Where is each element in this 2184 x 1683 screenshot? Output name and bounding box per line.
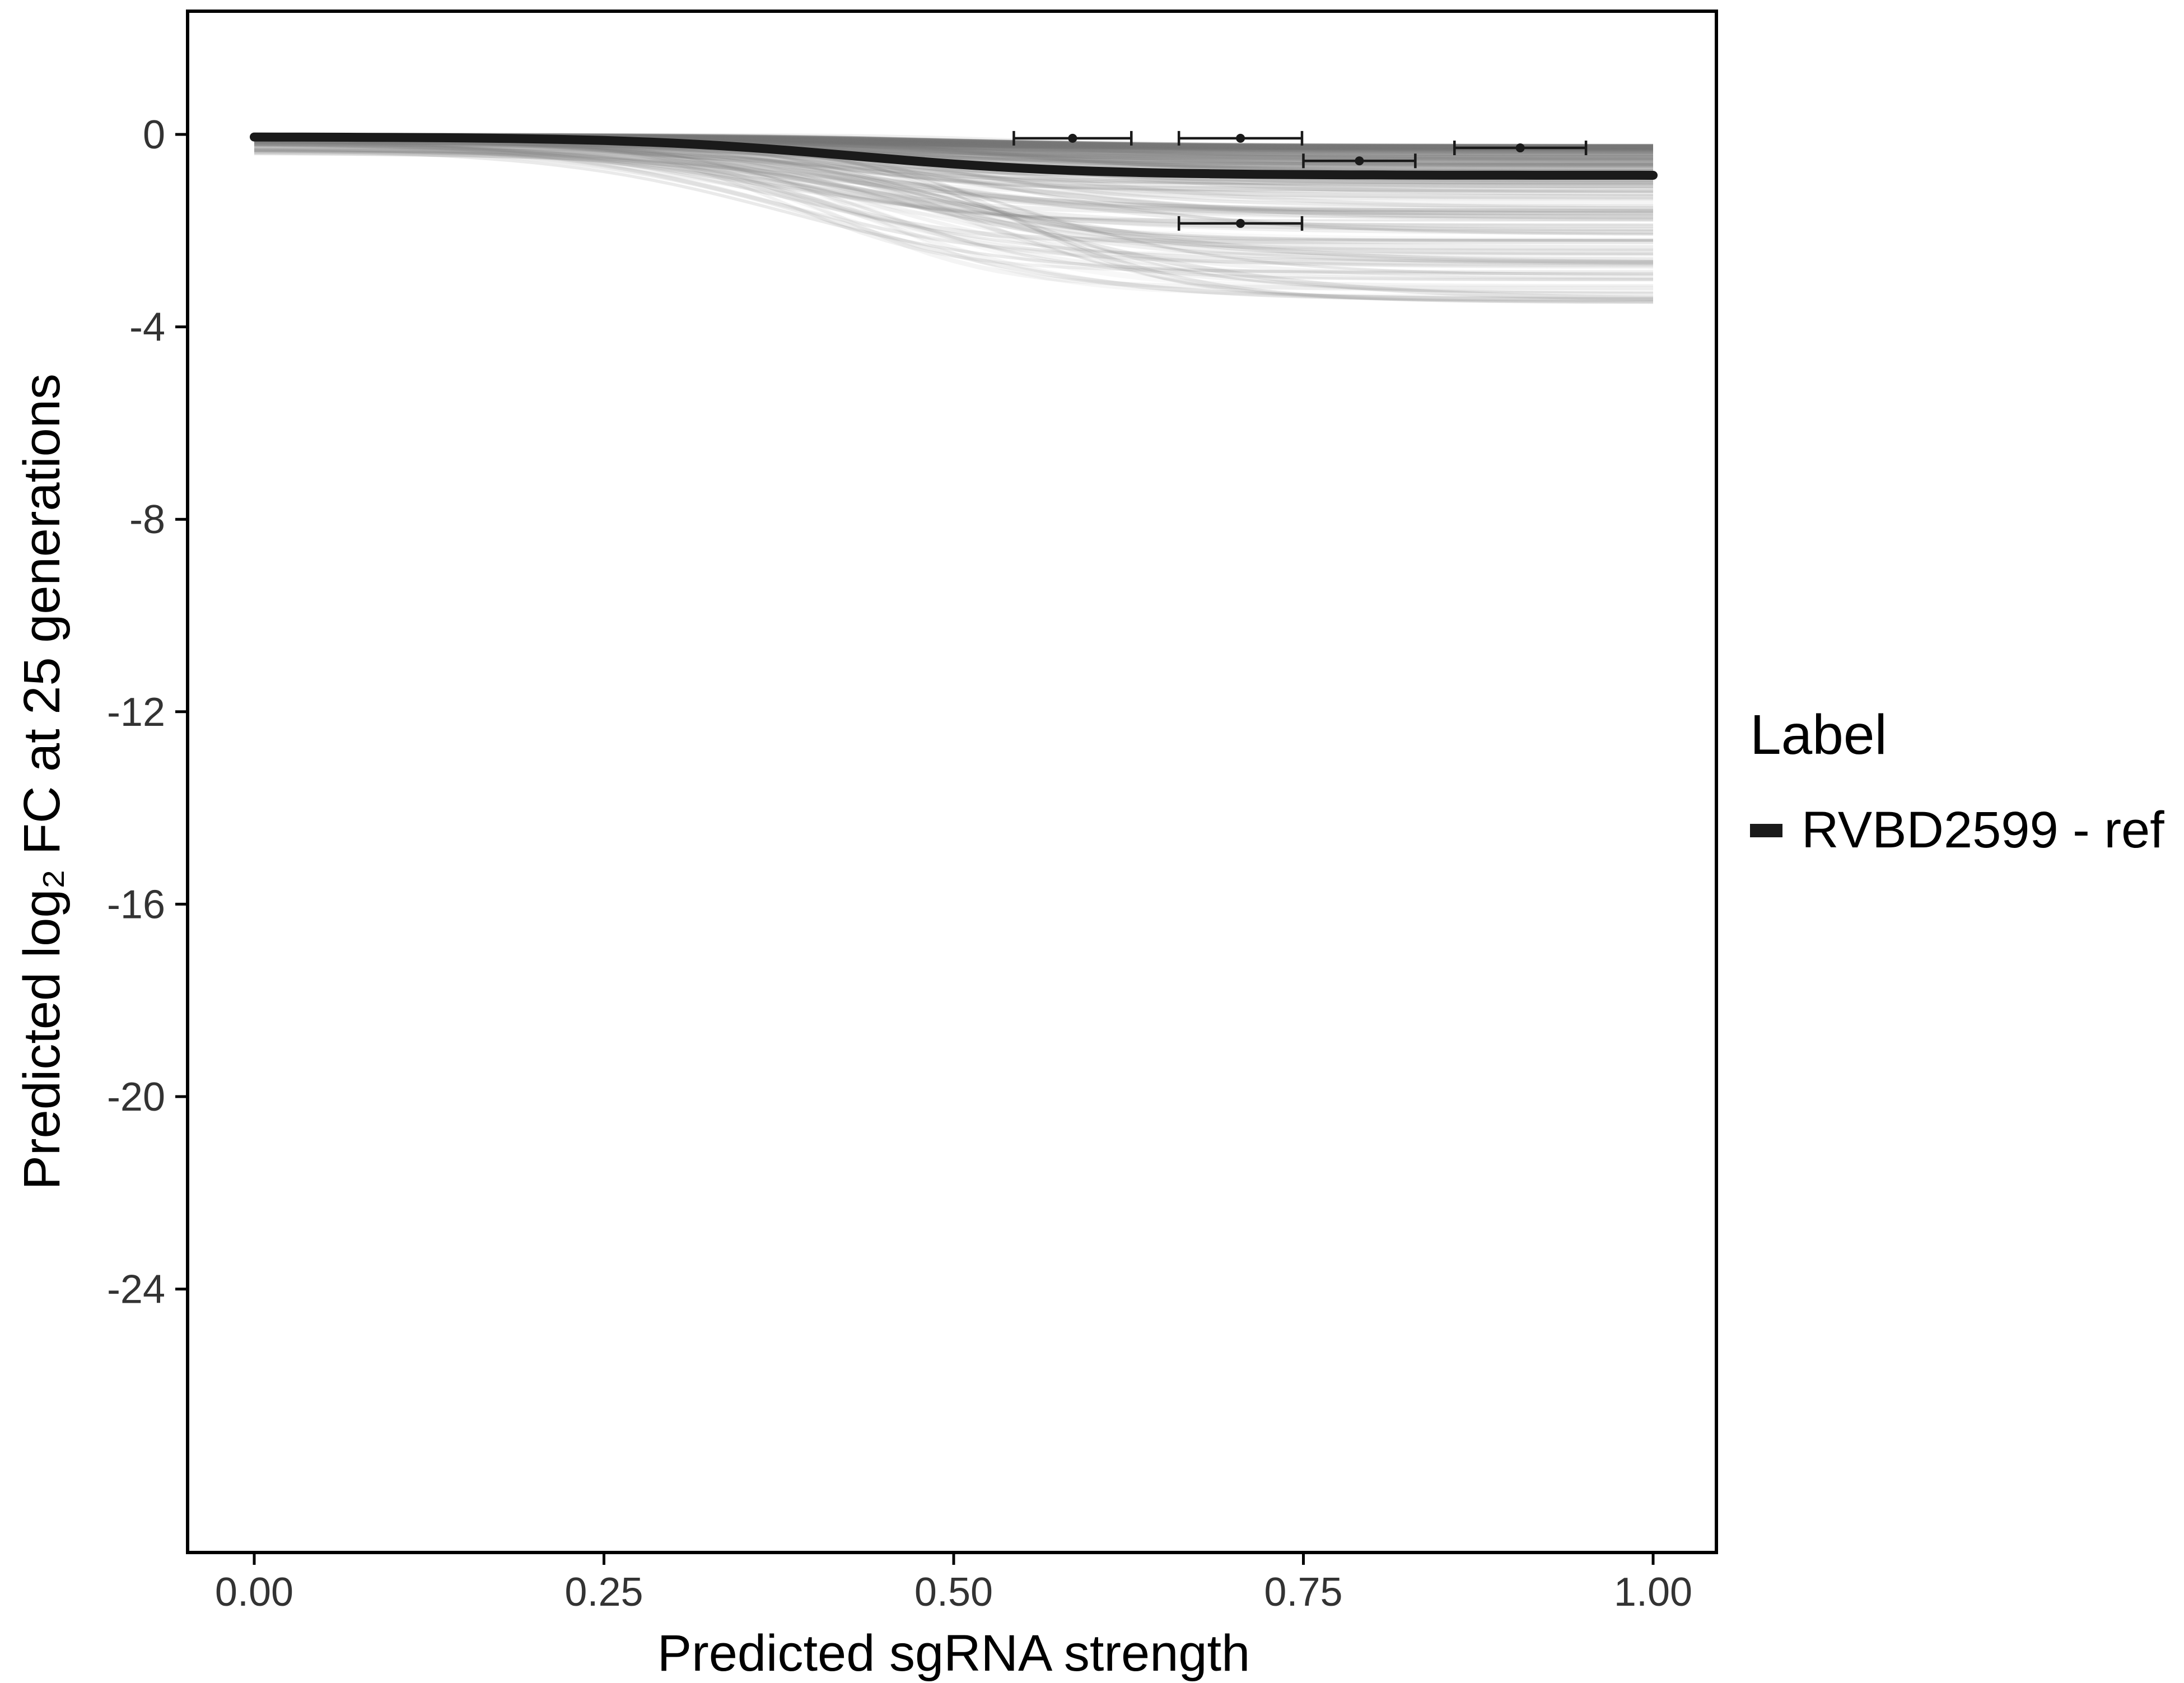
point-with-error-bar bbox=[1453, 141, 1588, 156]
point-with-error-bar bbox=[1012, 130, 1133, 146]
x-tick-label: 1.00 bbox=[1614, 1570, 1692, 1615]
y-axis-title: Predicted log₂ FC at 25 generations bbox=[13, 374, 71, 1190]
background-curve bbox=[254, 141, 1654, 241]
background-curve bbox=[254, 143, 1653, 208]
background-curve bbox=[254, 147, 1653, 282]
y-axis-title-wrap: Predicted log₂ FC at 25 generations bbox=[0, 11, 84, 1553]
background-curve bbox=[254, 143, 1654, 294]
data-point bbox=[1236, 218, 1245, 228]
background-curve bbox=[254, 139, 1653, 211]
background-curve bbox=[254, 142, 1654, 266]
background-curve bbox=[254, 138, 1654, 235]
background-curve bbox=[254, 137, 1653, 293]
legend-entry: RVBD2599 - ref bbox=[1750, 801, 2176, 860]
background-curve bbox=[254, 150, 1654, 235]
background-curve bbox=[254, 147, 1654, 255]
background-curve bbox=[254, 147, 1654, 257]
background-curve bbox=[254, 147, 1654, 220]
y-axis: 0 -4 -8 -12 -16 -20 -24 bbox=[107, 113, 188, 1312]
background-curve bbox=[254, 142, 1654, 213]
point-with-error-bar bbox=[1177, 216, 1304, 231]
background-curve bbox=[254, 143, 1653, 265]
error-bars bbox=[1012, 130, 1588, 231]
background-curve bbox=[254, 143, 1654, 256]
point-with-error-bar bbox=[1177, 130, 1304, 146]
background-curve bbox=[254, 149, 1653, 287]
reference-curve bbox=[250, 132, 1658, 180]
background-curve bbox=[254, 144, 1654, 302]
x-tick-label: 0.00 bbox=[215, 1570, 293, 1615]
data-point bbox=[1355, 156, 1364, 166]
background-curve bbox=[254, 139, 1653, 231]
background-curve bbox=[254, 150, 1654, 301]
x-tick-label: 0.25 bbox=[564, 1570, 643, 1615]
y-tick-label: -24 bbox=[107, 1267, 165, 1312]
background-curve bbox=[254, 147, 1653, 226]
background-curve bbox=[254, 138, 1653, 291]
x-axis: 0.00 0.25 0.50 0.75 1.00 bbox=[215, 1553, 1692, 1615]
x-tick-label: 0.50 bbox=[914, 1570, 993, 1615]
background-curve bbox=[254, 142, 1654, 201]
point-with-error-bar bbox=[1302, 153, 1417, 169]
y-tick-label: 0 bbox=[143, 113, 165, 157]
background-curve bbox=[254, 142, 1654, 265]
y-tick-label: -16 bbox=[107, 882, 165, 927]
legend-key-swatch bbox=[1750, 823, 1782, 837]
y-tick-label: -12 bbox=[107, 690, 165, 735]
legend: Label RVBD2599 - ref bbox=[1750, 703, 2176, 860]
y-tick-label: -20 bbox=[107, 1075, 165, 1120]
background-curve bbox=[254, 140, 1653, 282]
background-curve bbox=[254, 142, 1654, 281]
background-curve bbox=[254, 142, 1653, 213]
background-curve bbox=[254, 140, 1653, 199]
x-axis-title: Predicted sgRNA strength bbox=[657, 1625, 1250, 1682]
background-curve bbox=[254, 146, 1653, 243]
background-curve bbox=[254, 139, 1653, 267]
data-point bbox=[1068, 133, 1077, 143]
background-curve bbox=[254, 138, 1654, 229]
x-tick-label: 0.75 bbox=[1264, 1570, 1342, 1615]
data-point bbox=[1236, 133, 1245, 143]
background-curve bbox=[254, 140, 1654, 188]
y-tick-label: -4 bbox=[129, 305, 165, 350]
background-curve bbox=[254, 149, 1653, 244]
background-curve bbox=[254, 139, 1654, 221]
legend-entry-label: RVBD2599 - ref bbox=[1802, 801, 2164, 859]
legend-title: Label bbox=[1750, 703, 1887, 766]
background-curve bbox=[254, 142, 1654, 279]
background-curve bbox=[254, 149, 1653, 276]
y-tick-label: -8 bbox=[129, 497, 165, 542]
background-curve bbox=[254, 137, 1654, 193]
background-curve bbox=[254, 144, 1653, 297]
data-point bbox=[1515, 143, 1525, 153]
background-curve bbox=[254, 139, 1654, 263]
panel-border bbox=[186, 10, 1718, 1554]
